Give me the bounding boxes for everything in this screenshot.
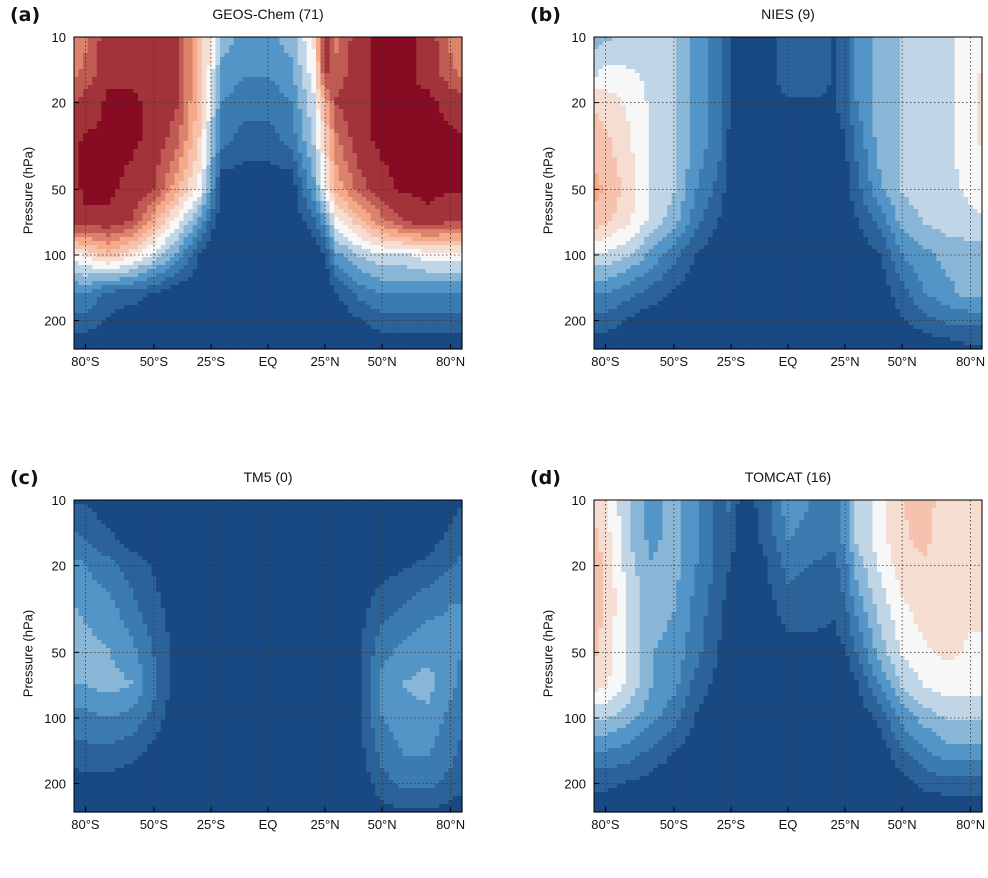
x-tick-label: 25°N — [831, 817, 860, 832]
x-tick-label: 80°N — [436, 817, 465, 832]
y-tick-label: 200 — [44, 314, 66, 329]
y-tick-label: 100 — [564, 711, 586, 726]
y-tick-label: 50 — [52, 645, 66, 660]
y-tick-label: 100 — [44, 711, 66, 726]
y-tick-label: 10 — [52, 30, 66, 45]
y-tick-label: 50 — [52, 182, 66, 197]
x-tick-label: 50°S — [140, 817, 169, 832]
y-tick-label: 10 — [52, 493, 66, 508]
x-tick-label: 50°N — [368, 817, 397, 832]
chart-plot: 80°S 50°S 25°S EQ 25°N 50°N 80°N 10 20 50 100 200 — [0, 463, 494, 831]
y-tick-label: 50 — [572, 182, 586, 197]
y-tick-label: 20 — [572, 559, 586, 574]
x-tick-label: EQ — [259, 817, 278, 832]
x-tick-label: 80°N — [956, 354, 985, 369]
x-tick-label: 50°N — [888, 817, 917, 832]
x-tick-label: EQ — [779, 817, 798, 832]
x-tick-label: 80°N — [436, 354, 465, 369]
x-tick-label: 25°N — [311, 354, 340, 369]
y-tick-label: 200 — [564, 777, 586, 792]
x-tick-label: 25°N — [311, 817, 340, 832]
x-tick-label: 80°N — [956, 817, 985, 832]
x-tick-label: 50°S — [140, 354, 169, 369]
chart-plot: 80°S 50°S 25°S EQ 25°N 50°N 80°N 10 20 50 100 200 — [0, 0, 494, 380]
y-tick-label: 200 — [564, 314, 586, 329]
x-tick-label: 80°S — [591, 354, 620, 369]
x-tick-label: 50°N — [368, 354, 397, 369]
y-tick-label: 10 — [572, 493, 586, 508]
x-tick-label: 50°N — [888, 354, 917, 369]
chart-plot: 80°S 50°S 25°S EQ 25°N 50°N 80°N 10 20 50 100 200 — [520, 0, 988, 380]
y-tick-label: 200 — [44, 777, 66, 792]
x-tick-label: 80°S — [71, 817, 100, 832]
chart-plot: 80°S 50°S 25°S EQ 25°N 50°N 80°N 10 20 50 100 200 — [520, 463, 988, 831]
y-tick-label: 100 — [44, 248, 66, 263]
x-tick-label: 50°S — [660, 817, 689, 832]
y-tick-label: 20 — [52, 559, 66, 574]
x-tick-label: 50°S — [660, 354, 689, 369]
x-tick-label: 25°S — [197, 817, 226, 832]
x-tick-label: 25°S — [197, 354, 226, 369]
x-tick-label: 25°N — [831, 354, 860, 369]
x-tick-label: 25°S — [717, 817, 746, 832]
y-tick-label: 50 — [572, 645, 586, 660]
y-tick-label: 20 — [52, 96, 66, 111]
x-tick-label: 25°S — [717, 354, 746, 369]
y-tick-label: 20 — [572, 96, 586, 111]
y-tick-label: 100 — [564, 248, 586, 263]
x-tick-label: EQ — [779, 354, 798, 369]
x-tick-label: EQ — [259, 354, 278, 369]
y-tick-label: 10 — [572, 30, 586, 45]
x-tick-label: 80°S — [591, 817, 620, 832]
x-tick-label: 80°S — [71, 354, 100, 369]
